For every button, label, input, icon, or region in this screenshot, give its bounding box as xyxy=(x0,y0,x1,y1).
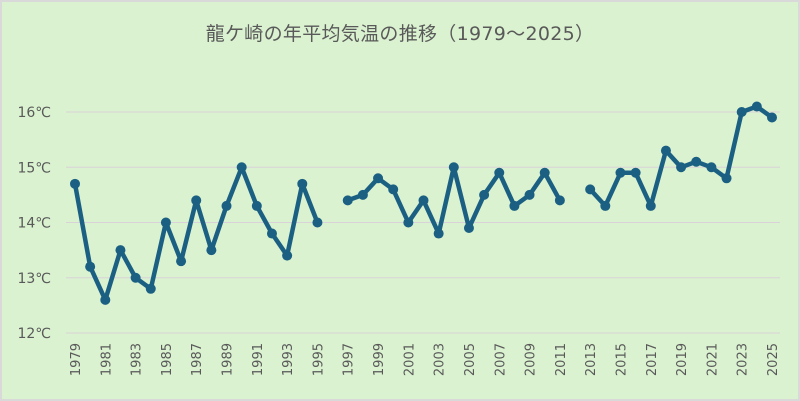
y-tick-label: 13℃ xyxy=(17,271,51,287)
data-point xyxy=(221,200,232,211)
data-point xyxy=(691,156,702,167)
x-tick-label: 1985 xyxy=(160,343,175,376)
series-line xyxy=(70,101,777,305)
y-tick-label: 16℃ xyxy=(17,105,51,121)
y-tick-label: 15℃ xyxy=(17,160,51,176)
data-point xyxy=(706,162,717,173)
data-point xyxy=(767,112,777,123)
data-point xyxy=(160,217,171,228)
line-segment xyxy=(587,104,775,209)
data-point xyxy=(115,245,126,256)
x-tick-label: 1987 xyxy=(190,343,205,376)
data-point xyxy=(206,245,217,256)
data-point xyxy=(297,178,308,189)
data-point xyxy=(660,145,671,156)
chart-title: 龍ケ崎の年平均気温の推移（1979～2025） xyxy=(205,23,595,45)
x-tick-label: 1995 xyxy=(311,343,326,376)
x-tick-label: 2017 xyxy=(645,343,660,376)
data-point xyxy=(494,167,505,178)
x-tick-label: 2019 xyxy=(675,343,690,376)
data-point xyxy=(615,167,626,178)
data-point xyxy=(676,162,687,173)
data-point xyxy=(236,162,247,173)
x-tick-label: 1979 xyxy=(69,343,84,376)
x-tick-label: 1983 xyxy=(130,343,145,376)
line-segment xyxy=(72,165,320,303)
x-tick-label: 1993 xyxy=(281,343,296,376)
data-point xyxy=(630,167,641,178)
data-point xyxy=(509,200,520,211)
x-tick-label: 2021 xyxy=(705,343,720,376)
x-tick-label: 1981 xyxy=(99,343,114,376)
data-point xyxy=(403,217,414,228)
data-point xyxy=(721,173,732,184)
data-point xyxy=(85,261,96,272)
data-point xyxy=(251,200,262,211)
x-tick-label: 2001 xyxy=(402,343,417,376)
data-point xyxy=(373,173,384,184)
data-point xyxy=(433,228,444,239)
y-tick-label: 14℃ xyxy=(17,216,51,232)
data-point xyxy=(145,283,156,294)
data-point xyxy=(342,195,353,206)
data-point xyxy=(554,195,565,206)
data-point xyxy=(645,200,656,211)
data-point xyxy=(585,184,596,195)
data-point xyxy=(312,217,323,228)
data-point xyxy=(176,256,187,267)
x-tick-label: 1991 xyxy=(251,343,266,376)
x-tick-label: 2003 xyxy=(433,343,448,376)
gridlines xyxy=(66,111,780,334)
data-point xyxy=(70,178,80,189)
x-tick-label: 2009 xyxy=(524,343,539,376)
data-point xyxy=(448,162,459,173)
data-point xyxy=(418,195,429,206)
data-point xyxy=(130,272,141,283)
data-point xyxy=(282,250,293,261)
x-tick-label: 2011 xyxy=(554,343,569,376)
x-tick-label: 2005 xyxy=(463,343,478,376)
x-tick-label: 2013 xyxy=(584,343,599,376)
y-tick-label: 12℃ xyxy=(17,326,51,342)
data-point xyxy=(524,189,535,200)
data-point xyxy=(736,107,747,117)
data-point xyxy=(357,189,368,200)
data-point xyxy=(751,101,762,112)
data-point xyxy=(191,195,202,206)
x-tick-label: 2007 xyxy=(493,343,508,376)
data-point xyxy=(100,294,111,305)
x-tick-label: 2025 xyxy=(766,343,781,376)
data-point xyxy=(539,167,550,178)
data-point xyxy=(463,223,474,234)
data-point xyxy=(266,228,277,239)
data-point xyxy=(479,189,490,200)
data-point xyxy=(388,184,399,195)
x-tick-label: 1999 xyxy=(372,343,387,376)
x-tick-label: 2023 xyxy=(736,343,751,376)
x-tick-label: 1989 xyxy=(221,343,236,376)
data-point xyxy=(600,200,611,211)
x-tick-label: 1997 xyxy=(342,343,357,376)
x-tick-label: 2015 xyxy=(614,343,629,376)
